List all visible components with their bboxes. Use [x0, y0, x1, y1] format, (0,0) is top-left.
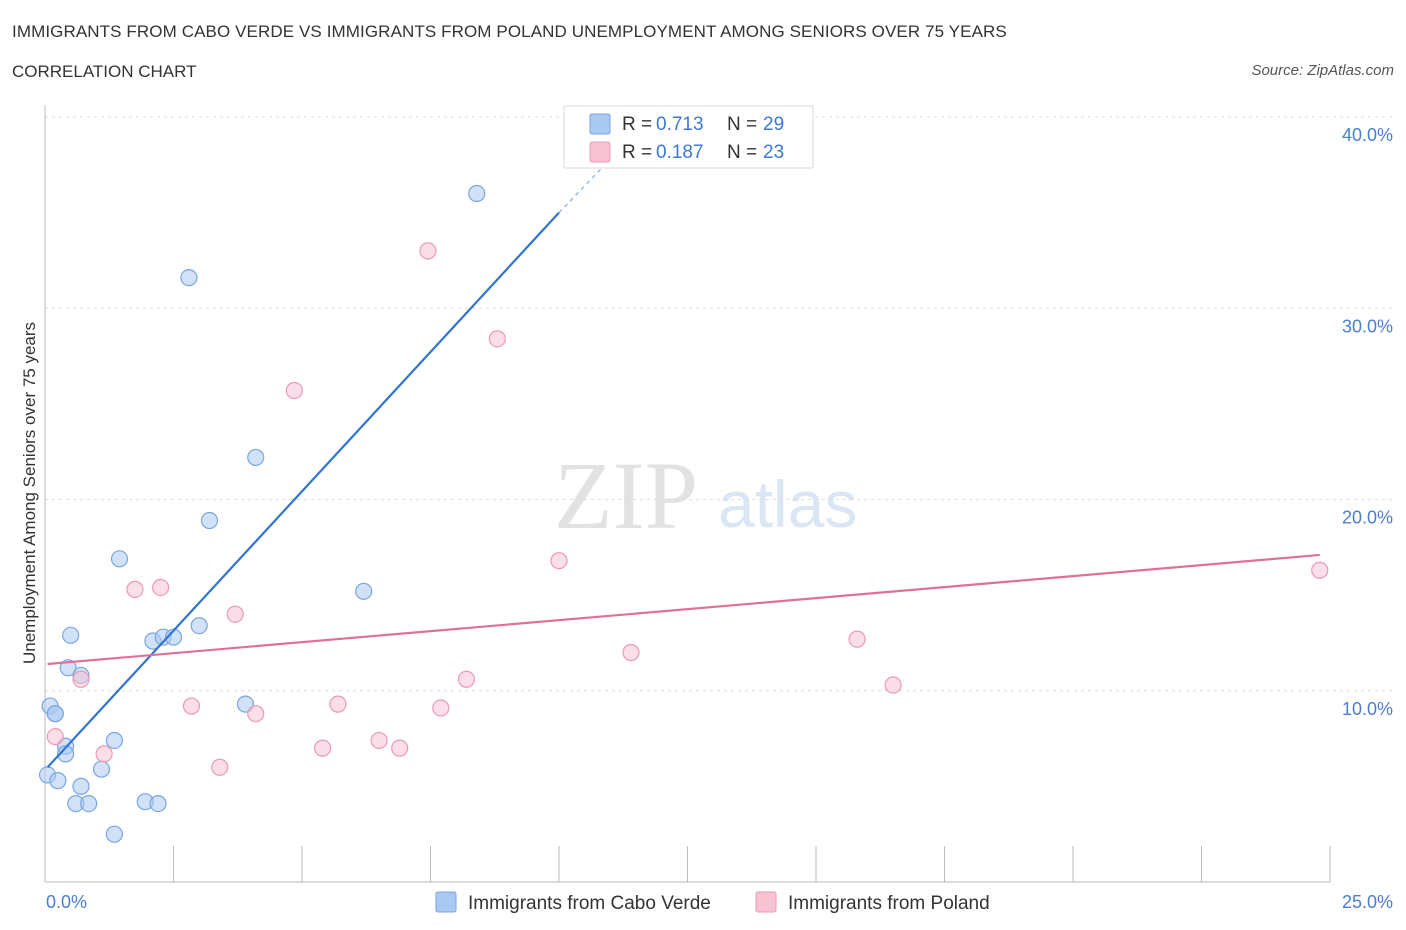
point-cabo-verde-25: [247, 448, 265, 467]
point-cabo-verde-12: [92, 760, 111, 778]
legend-r-value-cabo-verde: 0.713: [656, 114, 704, 135]
gridlines: [45, 116, 1392, 692]
x-ticks: [44, 846, 1331, 882]
y-tick-labels: 10.0% 20.0% 30.0% 40.0%: [1342, 125, 1393, 719]
point-poland-14: [419, 242, 437, 260]
legend-r-label-cabo-verde: R =: [622, 114, 652, 135]
point-poland-11: [329, 695, 347, 713]
legend-r-label-poland: R =: [622, 142, 652, 163]
point-poland-18: [550, 552, 568, 570]
legend-n-value-cabo-verde: 29: [763, 114, 784, 135]
point-cabo-verde-6: [59, 659, 77, 677]
y-tick-label-3: 40.0%: [1342, 125, 1393, 145]
legend-n-value-poland: 23: [763, 142, 784, 163]
point-poland-3: [126, 580, 144, 598]
y-tick-label-0: 10.0%: [1342, 699, 1393, 719]
point-poland-4: [152, 578, 170, 597]
point-poland-9: [285, 381, 303, 400]
watermark-zip: ZIP: [554, 442, 698, 549]
point-cabo-verde-21: [180, 269, 198, 287]
trend-lines: [46, 158, 1320, 768]
point-cabo-verde-14: [105, 731, 123, 750]
point-cabo-verde-17: [149, 794, 167, 813]
point-cabo-verde-3: [49, 772, 67, 790]
chart-source: Source: ZipAtlas.com: [1251, 62, 1394, 79]
point-poland-6: [211, 758, 229, 776]
bottom-legend-swatch-poland: [755, 891, 777, 913]
point-cabo-verde-9: [72, 777, 90, 795]
point-cabo-verde-13: [105, 825, 123, 843]
point-poland-2: [95, 745, 113, 763]
bottom-legend-label-cabo-verde: Immigrants from Cabo Verde: [468, 893, 711, 914]
point-poland-17: [488, 330, 506, 348]
point-cabo-verde-28: [46, 705, 64, 723]
chart-subtitle: CORRELATION CHART: [12, 62, 197, 81]
point-cabo-verde-22: [190, 617, 208, 635]
legend-swatch-poland: [589, 141, 611, 163]
point-poland-7: [226, 605, 244, 623]
watermark-atlas: atlas: [718, 467, 857, 541]
legend-n-label-poland: N =: [727, 142, 757, 163]
point-cabo-verde-23: [200, 511, 219, 530]
point-cabo-verde-26: [355, 582, 373, 600]
point-poland-13: [391, 739, 409, 757]
y-tick-label-1: 20.0%: [1342, 508, 1393, 528]
point-cabo-verde-15: [110, 550, 129, 568]
point-poland-5: [182, 697, 201, 715]
point-cabo-verde-5: [56, 745, 75, 763]
point-poland-0: [46, 728, 64, 746]
x-tick-label-max: 25.0%: [1342, 892, 1393, 912]
series-cabo-verde-points: [38, 184, 486, 843]
point-poland-22: [1311, 561, 1329, 579]
point-cabo-verde-7: [62, 626, 80, 644]
trend-line-cabo-verde: [46, 211, 560, 768]
point-poland-16: [457, 670, 476, 688]
point-poland-1: [72, 670, 90, 688]
point-poland-12: [370, 731, 388, 750]
legend-swatch-cabo-verde: [589, 113, 611, 135]
point-cabo-verde-27: [468, 184, 486, 203]
chart-title: IMMIGRANTS FROM CABO VERDE VS IMMIGRANTS…: [12, 22, 1007, 41]
y-axis-title: Unemployment Among Seniors over 75 years: [20, 322, 39, 664]
x-tick-label-min: 0.0%: [46, 892, 87, 912]
bottom-legend-label-poland: Immigrants from Poland: [788, 893, 990, 914]
point-cabo-verde-11: [80, 794, 98, 813]
point-poland-8: [247, 705, 265, 723]
stats-legend: R = 0.713 N = 29 R = 0.187 N = 23: [563, 105, 814, 169]
legend-n-label-cabo-verde: N =: [727, 114, 757, 135]
y-tick-label-2: 30.0%: [1342, 316, 1393, 336]
trend-line-poland: [47, 553, 1320, 666]
series-legend: Immigrants from Cabo Verde Immigrants fr…: [435, 891, 990, 914]
legend-r-value-poland: 0.187: [656, 142, 704, 163]
bottom-legend-swatch-cabo-verde: [435, 891, 457, 913]
point-poland-15: [432, 699, 450, 717]
point-poland-20: [848, 630, 866, 648]
point-poland-21: [884, 676, 902, 694]
point-poland-10: [313, 739, 332, 757]
series-poland-points: [46, 242, 1329, 776]
point-poland-19: [622, 643, 640, 662]
